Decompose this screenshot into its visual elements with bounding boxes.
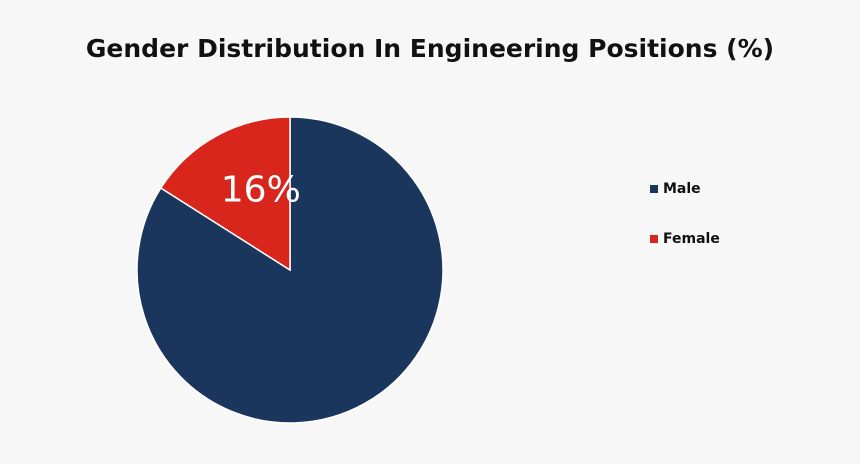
data-label-female: 16% (221, 170, 301, 211)
legend-label-male: Male (663, 181, 701, 197)
legend-label-female: Female (663, 231, 720, 247)
legend-swatch-male (650, 185, 658, 193)
pie-slice-female (159, 116, 291, 272)
legend-item-female: Female (650, 231, 720, 247)
legend-item-male: Male (650, 181, 701, 197)
legend-swatch-female (650, 235, 658, 243)
chart-title: Gender Distribution In Engineering Posit… (85, 34, 775, 63)
